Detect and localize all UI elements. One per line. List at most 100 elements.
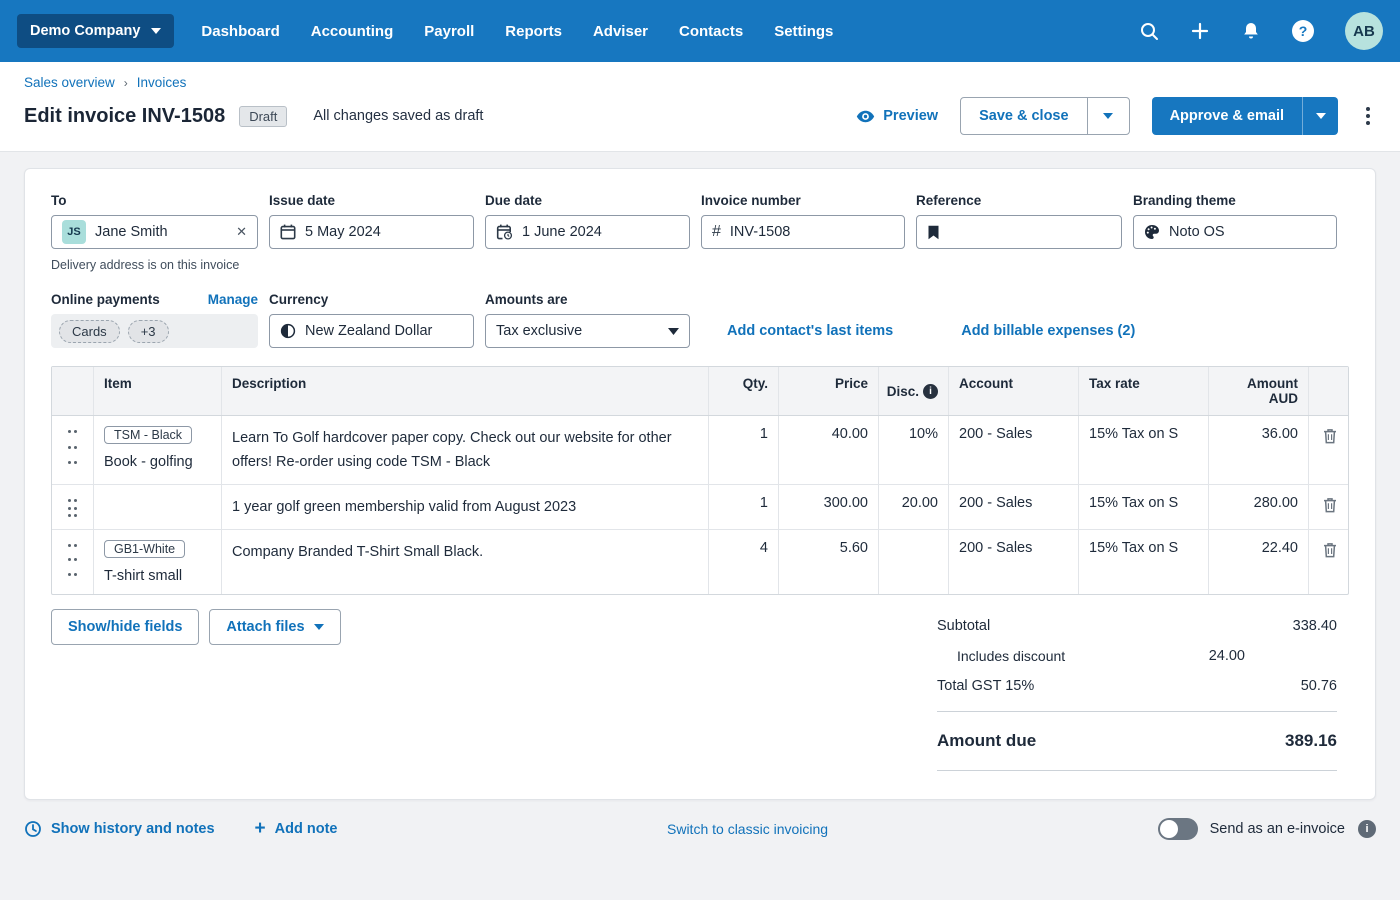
discount-row: Includes discount 24.00 [937, 641, 1337, 671]
delete-row-trash-icon[interactable] [1309, 485, 1350, 529]
disc-cell[interactable]: 20.00 [879, 485, 949, 529]
branding-theme-input[interactable]: Noto OS [1133, 215, 1337, 249]
item-code-pill[interactable]: TSM - Black [104, 426, 193, 444]
disc-info-icon[interactable]: i [923, 383, 938, 399]
line-items-table: Item Description Qty. Price Disc. i Acco… [51, 366, 1349, 595]
status-badge: Draft [239, 105, 288, 127]
due-date-field: Due date 1 June 2024 [485, 193, 690, 272]
col-price: Price [779, 367, 879, 415]
nav-item-adviser[interactable]: Adviser [592, 22, 648, 40]
due-date-label: Due date [485, 193, 543, 208]
nav-item-reports[interactable]: Reports [505, 22, 562, 40]
save-close-button[interactable]: Save & close [979, 108, 1069, 124]
online-payments-label: Online payments [51, 292, 160, 307]
item-cell[interactable]: GB1-White T-shirt small [94, 530, 222, 594]
history-clock-icon [25, 821, 41, 837]
description-cell[interactable]: Learn To Golf hardcover paper copy. Chec… [222, 416, 709, 484]
tax-rate-cell[interactable]: 15% Tax on S [1079, 530, 1209, 594]
price-cell[interactable]: 300.00 [779, 485, 879, 529]
plus-icon[interactable] [1190, 21, 1210, 41]
invoice-number-value: INV-1508 [729, 224, 791, 240]
add-billable-expenses-link[interactable]: Add billable expenses (2) [961, 323, 1136, 339]
show-history-button[interactable]: Show history and notes [24, 820, 215, 838]
totals-divider [937, 770, 1337, 771]
calendar-clock-icon [496, 224, 513, 240]
hash-icon: # [712, 223, 721, 240]
amount-cell: 280.00 [1209, 485, 1309, 529]
payment-pill-more[interactable]: +3 [127, 319, 169, 343]
account-cell[interactable]: 200 - Sales [949, 530, 1079, 594]
description-cell[interactable]: 1 year golf green membership valid from … [222, 485, 709, 529]
notifications-bell-icon[interactable] [1241, 21, 1261, 41]
price-cell[interactable]: 5.60 [779, 530, 879, 594]
reference-label: Reference [916, 193, 982, 208]
col-description: Description [222, 367, 709, 415]
manage-payments-link[interactable]: Manage [207, 292, 258, 307]
delete-row-trash-icon[interactable] [1309, 416, 1350, 484]
line-item-row: GB1-White T-shirt small Company Branded … [52, 530, 1348, 594]
currency-input[interactable]: New Zealand Dollar [269, 314, 474, 348]
currency-field: Currency New Zealand Dollar [269, 292, 474, 348]
account-cell[interactable]: 200 - Sales [949, 485, 1079, 529]
breadcrumb-invoices[interactable]: Invoices [136, 75, 187, 90]
nav-item-dashboard[interactable]: Dashboard [201, 22, 280, 40]
item-code-pill[interactable]: GB1-White [104, 540, 186, 558]
qty-cell[interactable]: 4 [709, 530, 779, 594]
contact-input[interactable]: JS Jane Smith ✕ [51, 215, 258, 249]
show-hide-fields-button[interactable]: Show/hide fields [51, 609, 200, 645]
qty-cell[interactable]: 1 [709, 416, 779, 484]
switch-classic-invoicing-link[interactable]: Switch to classic invoicing [667, 821, 829, 837]
tax-rate-cell[interactable]: 15% Tax on S [1079, 416, 1209, 484]
qty-cell[interactable]: 1 [709, 485, 779, 529]
tax-rate-cell[interactable]: 15% Tax on S [1079, 485, 1209, 529]
drag-handle-icon[interactable] [52, 485, 94, 529]
due-date-input[interactable]: 1 June 2024 [485, 215, 690, 249]
add-note-button[interactable]: + Add note [255, 819, 338, 838]
disc-cell[interactable]: 10% [879, 416, 949, 484]
breadcrumb-separator-icon: › [123, 75, 128, 90]
totals-divider [937, 711, 1337, 712]
approve-email-button[interactable]: Approve & email [1169, 108, 1284, 124]
price-cell[interactable]: 40.00 [779, 416, 879, 484]
reference-field: Reference [916, 193, 1122, 272]
amounts-are-select[interactable]: Tax exclusive [485, 314, 690, 348]
disc-cell[interactable] [879, 530, 949, 594]
add-contacts-last-items-link[interactable]: Add contact's last items [727, 323, 894, 339]
drag-handle-icon[interactable] [52, 530, 94, 594]
save-close-dropdown-button[interactable] [1086, 98, 1129, 134]
clear-contact-icon[interactable]: ✕ [236, 224, 247, 239]
einvoice-info-icon[interactable]: i [1358, 820, 1376, 838]
subtotal-label: Subtotal [937, 618, 991, 634]
breadcrumb-sales-overview[interactable]: Sales overview [24, 75, 115, 90]
item-cell[interactable] [94, 485, 222, 529]
col-disc: Disc. i [879, 367, 949, 415]
search-icon[interactable] [1139, 21, 1159, 41]
nav-item-payroll[interactable]: Payroll [424, 22, 475, 40]
contact-avatar: JS [62, 220, 86, 244]
help-icon[interactable]: ? [1292, 20, 1314, 42]
reference-input[interactable] [916, 215, 1122, 249]
delete-row-trash-icon[interactable] [1309, 530, 1350, 594]
preview-button[interactable]: Preview [856, 108, 938, 124]
description-cell[interactable]: Company Branded T-Shirt Small Black. [222, 530, 709, 594]
item-cell[interactable]: TSM - Black Book - golfing [94, 416, 222, 484]
more-options-kebab-icon[interactable] [1360, 102, 1376, 130]
nav-item-settings[interactable]: Settings [774, 22, 834, 40]
einvoice-toggle[interactable] [1157, 818, 1198, 840]
avatar[interactable]: AB [1345, 12, 1383, 50]
currency-value: New Zealand Dollar [305, 323, 433, 339]
nav-item-accounting[interactable]: Accounting [310, 22, 394, 40]
approve-email-dropdown-button[interactable] [1302, 97, 1338, 135]
org-switcher-button[interactable]: Demo Company [17, 14, 175, 48]
amount-cell: 36.00 [1209, 416, 1309, 484]
attach-files-label: Attach files [226, 619, 305, 635]
invoice-number-input[interactable]: # INV-1508 [701, 215, 905, 249]
autosave-status: All changes saved as draft [313, 108, 484, 124]
payment-pill-cards[interactable]: Cards [59, 319, 120, 343]
invoice-number-label: Invoice number [701, 193, 801, 208]
attach-files-button[interactable]: Attach files [209, 609, 341, 645]
issue-date-input[interactable]: 5 May 2024 [269, 215, 474, 249]
drag-handle-icon[interactable] [52, 416, 94, 484]
account-cell[interactable]: 200 - Sales [949, 416, 1079, 484]
nav-item-contacts[interactable]: Contacts [679, 22, 744, 40]
